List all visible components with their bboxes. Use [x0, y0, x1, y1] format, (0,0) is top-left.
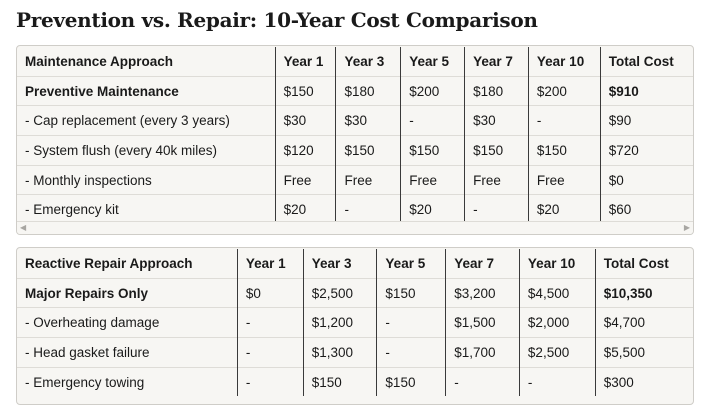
table-cell: $0	[600, 164, 693, 195]
scroll-left-icon[interactable]: ◀	[20, 223, 27, 232]
table-cell: $4,500	[519, 277, 596, 308]
column-header: Reactive Repair Approach	[17, 249, 238, 279]
table-cell: - Overheating damage	[17, 307, 238, 338]
column-header: Maintenance Approach	[17, 47, 276, 77]
column-header: Year 5	[400, 47, 466, 77]
table-row: Preventive Maintenance $150 $180 $200 $1…	[17, 75, 693, 106]
table-cell: - Cap replacement (every 3 years)	[17, 105, 276, 136]
table-cell: $150	[335, 135, 402, 166]
table-cell: $1,500	[445, 307, 520, 338]
table-cell: -	[237, 366, 304, 397]
table-cell: -	[237, 337, 304, 368]
table-cell: $720	[600, 135, 693, 166]
table-cell: $60	[600, 194, 693, 225]
table-row: - Emergency towing - $150 $150 - - $300	[17, 366, 693, 397]
table-cell: $4,700	[595, 307, 693, 338]
column-header: Year 10	[528, 47, 601, 77]
table-cell: -	[335, 194, 402, 225]
table-cell: Free	[335, 164, 402, 195]
table-cell: $910	[600, 75, 693, 106]
table-cell: $200	[528, 75, 601, 106]
table-cell: $2,500	[519, 337, 596, 368]
reactive-table-container[interactable]: Reactive Repair Approach Year 1 Year 3 Y…	[16, 247, 694, 405]
table-cell: $1,300	[303, 337, 378, 368]
table-row: - System flush (every 40k miles) $120 $1…	[17, 135, 693, 166]
column-header: Year 5	[376, 249, 447, 279]
table-cell: $0	[237, 277, 304, 308]
table-cell: $150	[464, 135, 529, 166]
table-cell: Free	[464, 164, 529, 195]
table-header-row: Maintenance Approach Year 1 Year 3 Year …	[17, 47, 693, 77]
table-cell: - Emergency kit	[17, 194, 276, 225]
column-header: Year 10	[519, 249, 596, 279]
table-cell: -	[376, 337, 447, 368]
table-cell: $180	[335, 75, 402, 106]
horizontal-scrollbar[interactable]: ◀ ▶	[17, 221, 693, 234]
table-cell: $10,350	[595, 277, 693, 308]
column-header: Year 3	[303, 249, 378, 279]
column-header: Year 3	[335, 47, 402, 77]
table-cell: - Head gasket failure	[17, 337, 238, 368]
table-cell: $20	[400, 194, 466, 225]
column-header: Year 1	[275, 47, 337, 77]
table-cell: $30	[464, 105, 529, 136]
table-cell: $30	[275, 105, 337, 136]
table-cell: $150	[376, 277, 447, 308]
table-row: - Cap replacement (every 3 years) $30 $3…	[17, 105, 693, 136]
table-cell: -	[464, 194, 529, 225]
table-cell: -	[400, 105, 466, 136]
table-cell: $20	[275, 194, 337, 225]
page-title: Prevention vs. Repair: 10-Year Cost Comp…	[16, 8, 538, 32]
table-cell: $150	[528, 135, 601, 166]
table-cell: $30	[335, 105, 402, 136]
table-header-row: Reactive Repair Approach Year 1 Year 3 Y…	[17, 249, 693, 279]
table-cell: -	[528, 105, 601, 136]
table-cell: $1,700	[445, 337, 520, 368]
table-cell: - Emergency towing	[17, 366, 238, 397]
column-header: Total Cost	[608, 53, 674, 69]
table-row: - Head gasket failure - $1,300 - $1,700 …	[17, 337, 693, 368]
table-cell: $2,500	[303, 277, 378, 308]
table-row: - Overheating damage - $1,200 - $1,500 $…	[17, 307, 693, 338]
table-cell: $200	[400, 75, 466, 106]
table-cell: $20	[528, 194, 601, 225]
table-cell: $2,000	[519, 307, 596, 338]
table-cell: $120	[275, 135, 337, 166]
table-cell: -	[519, 366, 596, 397]
table-cell: Free	[528, 164, 601, 195]
table-cell: $90	[600, 105, 693, 136]
column-header: Year 7	[445, 249, 520, 279]
table-cell: $1,200	[303, 307, 378, 338]
table-cell: $150	[376, 366, 447, 397]
table-cell: $150	[275, 75, 337, 106]
table-row: - Emergency kit $20 - $20 - $20 $60	[17, 194, 693, 225]
table-cell: -	[376, 307, 447, 338]
table-cell: Preventive Maintenance	[17, 75, 276, 106]
table-cell: - System flush (every 40k miles)	[17, 135, 276, 166]
table-cell: $3,200	[445, 277, 520, 308]
table-cell: Free	[275, 164, 337, 195]
column-header: Total Cost	[603, 255, 669, 271]
table-cell: -	[237, 307, 304, 338]
scroll-right-icon[interactable]: ▶	[683, 223, 690, 232]
table-cell: $5,500	[595, 337, 693, 368]
preventive-maintenance-table: Maintenance Approach Year 1 Year 3 Year …	[17, 47, 693, 225]
table-row: - Monthly inspections Free Free Free Fre…	[17, 164, 693, 195]
column-header: Year 1	[237, 249, 304, 279]
table-cell: Major Repairs Only	[17, 277, 238, 308]
column-header: Year 7	[464, 47, 529, 77]
table-cell: -	[445, 366, 520, 397]
reactive-repair-table: Reactive Repair Approach Year 1 Year 3 Y…	[17, 249, 693, 397]
table-cell: $150	[303, 366, 378, 397]
table-row: Major Repairs Only $0 $2,500 $150 $3,200…	[17, 277, 693, 308]
table-cell: $150	[400, 135, 466, 166]
table-cell: $180	[464, 75, 529, 106]
preventive-table-container[interactable]: Maintenance Approach Year 1 Year 3 Year …	[16, 45, 694, 235]
table-cell: $300	[595, 366, 693, 397]
table-cell: Free	[400, 164, 466, 195]
table-cell: - Monthly inspections	[17, 164, 276, 195]
